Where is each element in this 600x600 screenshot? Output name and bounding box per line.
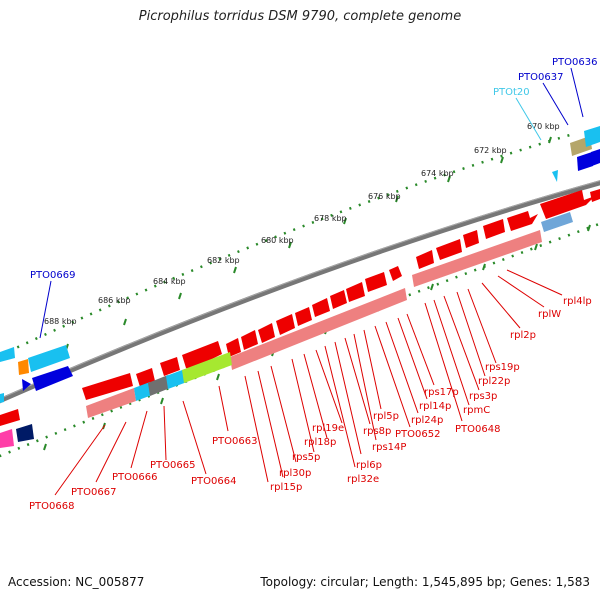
gene-label[interactable]: rpl5p [373, 411, 399, 422]
gene-arrow-forward[interactable] [82, 373, 133, 400]
gene-arrow-reverse[interactable] [577, 152, 593, 171]
gene-arrow-forward[interactable] [312, 298, 330, 317]
gene-arrow-forward[interactable] [258, 323, 275, 343]
gene-arrow-forward[interactable] [0, 409, 20, 426]
gene-label[interactable]: rpl14p [419, 401, 451, 412]
gene-block-green[interactable] [182, 352, 232, 383]
gene-arrow-forward[interactable] [389, 266, 402, 281]
topology-text: Topology: circular; Length: 1,545,895 bp… [260, 575, 590, 589]
gene-label[interactable]: PTO0663 [212, 436, 257, 447]
gene-arrow-forward[interactable] [28, 345, 70, 372]
kbp-label: 670 kbp [527, 122, 560, 131]
kbp-labels: 670 kbp 672 kbp 674 kbp 676 kbp 678 kbp … [44, 122, 560, 326]
gene-arrow-forward[interactable] [18, 359, 29, 375]
gene-label[interactable]: rpl18p [304, 437, 336, 448]
gene-arrow-forward[interactable] [365, 272, 387, 292]
gene-label-PTOt20[interactable]: PTOt20 [493, 87, 530, 98]
gene-block-blue[interactable] [541, 212, 573, 232]
gene-label[interactable]: rpl22p [478, 376, 510, 387]
gene-arrow-forward[interactable] [0, 347, 15, 362]
gene-labels-top: PTO0636 PTO0637 PTOt20 PTO0669 [30, 57, 597, 281]
gene-label[interactable]: rpl30p [279, 468, 311, 479]
gene-arrow-forward[interactable] [540, 190, 595, 219]
gene-label[interactable]: rpl4lp [563, 296, 592, 307]
kbp-label: 682 kbp [207, 256, 240, 265]
gene-block-pink[interactable] [0, 429, 14, 448]
gene-arrow-forward[interactable] [416, 250, 434, 269]
gene-block-navy[interactable] [16, 424, 34, 442]
kbp-label: 674 kbp [421, 169, 454, 178]
gene-label-PTO0636[interactable]: PTO0636 [552, 57, 597, 68]
gene-block-cyan[interactable] [166, 369, 187, 389]
gene-label-PTO0669[interactable]: PTO0669 [30, 270, 75, 281]
gene-arrow-reverse[interactable] [22, 379, 31, 391]
gene-arrow-forward[interactable] [241, 330, 258, 350]
gene-arrow-forward[interactable] [507, 211, 538, 231]
gene-arrow-forward[interactable] [330, 290, 347, 309]
kbp-label: 684 kbp [153, 277, 186, 286]
gene-arrow-forward[interactable] [160, 357, 180, 376]
rrna-stripe [230, 288, 407, 370]
gene-label[interactable]: PTO0667 [71, 487, 116, 498]
gene-label[interactable]: rpl32e [347, 474, 379, 485]
gene-arrow-forward[interactable] [463, 230, 479, 248]
major-ticks-inner [43, 224, 591, 451]
gene-label[interactable]: PTO0648 [455, 424, 500, 435]
gene-label[interactable]: rps19p [485, 362, 520, 373]
gene-arrow-reverse[interactable] [32, 366, 73, 391]
gene-block-cyan[interactable] [134, 382, 152, 401]
gene-arrow-forward[interactable] [483, 219, 505, 239]
kbp-label: 688 kbp [44, 317, 77, 326]
rna-marker[interactable] [552, 170, 558, 182]
gene-label[interactable]: rpmC [463, 405, 490, 416]
forward-strand-genes[interactable] [0, 126, 600, 403]
label-connectors [39, 67, 584, 496]
gene-label[interactable]: rps3p [469, 391, 497, 402]
kbp-label: 680 kbp [261, 236, 294, 245]
gene-label[interactable]: rpl6p [356, 460, 382, 471]
gene-block-gray[interactable] [148, 375, 170, 396]
accession-text: Accession: NC_005877 [8, 575, 145, 589]
gene-arrow-reverse[interactable] [591, 149, 600, 166]
gene-label[interactable]: rps14P [372, 442, 406, 453]
gene-label[interactable]: rpl2p [510, 330, 536, 341]
gene-labels-bottom: rpl4lp rplW rpl2p rps19p rpl22p rps3p rp… [29, 296, 592, 512]
gene-arrow-forward[interactable] [295, 307, 312, 326]
gene-label[interactable]: PTO0666 [112, 472, 157, 483]
gene-label[interactable]: rpl24p [411, 415, 443, 426]
gene-arrow-forward[interactable] [436, 239, 462, 260]
map-title: Picrophilus torridus DSM 9790, complete … [138, 9, 462, 24]
gene-label[interactable]: rplW [538, 309, 561, 320]
gene-label[interactable]: PTO0652 [395, 429, 440, 440]
gene-label[interactable]: rps5p [292, 452, 320, 463]
gene-label[interactable]: rpl19e [312, 423, 344, 434]
genome-backbone [0, 180, 600, 404]
kbp-label: 676 kbp [368, 192, 401, 201]
gene-arrow-forward[interactable] [346, 282, 365, 302]
gene-label[interactable]: PTO0665 [150, 460, 195, 471]
gene-label[interactable]: PTO0668 [29, 501, 74, 512]
gene-arrow-forward[interactable] [276, 314, 295, 335]
gene-arrow-forward[interactable] [0, 393, 4, 403]
gene-label[interactable]: rpl15p [270, 482, 302, 493]
gene-label-PTO0637[interactable]: PTO0637 [518, 72, 563, 83]
genome-backbone-highlight [0, 180, 600, 400]
gene-arrow-forward[interactable] [182, 341, 222, 370]
kbp-label: 686 kbp [98, 296, 131, 305]
reverse-strand-genes[interactable] [0, 212, 573, 448]
kbp-label: 678 kbp [314, 214, 347, 223]
rrna-stripe [86, 388, 136, 418]
gene-label[interactable]: PTO0664 [191, 476, 236, 487]
kbp-label: 672 kbp [474, 146, 507, 155]
gene-arrow-forward[interactable] [584, 126, 600, 147]
gene-arrow-forward[interactable] [590, 189, 600, 202]
gene-label[interactable]: rps17p [424, 387, 459, 398]
gene-label[interactable]: rps8p [363, 426, 391, 437]
rrna-stripe [412, 230, 542, 287]
